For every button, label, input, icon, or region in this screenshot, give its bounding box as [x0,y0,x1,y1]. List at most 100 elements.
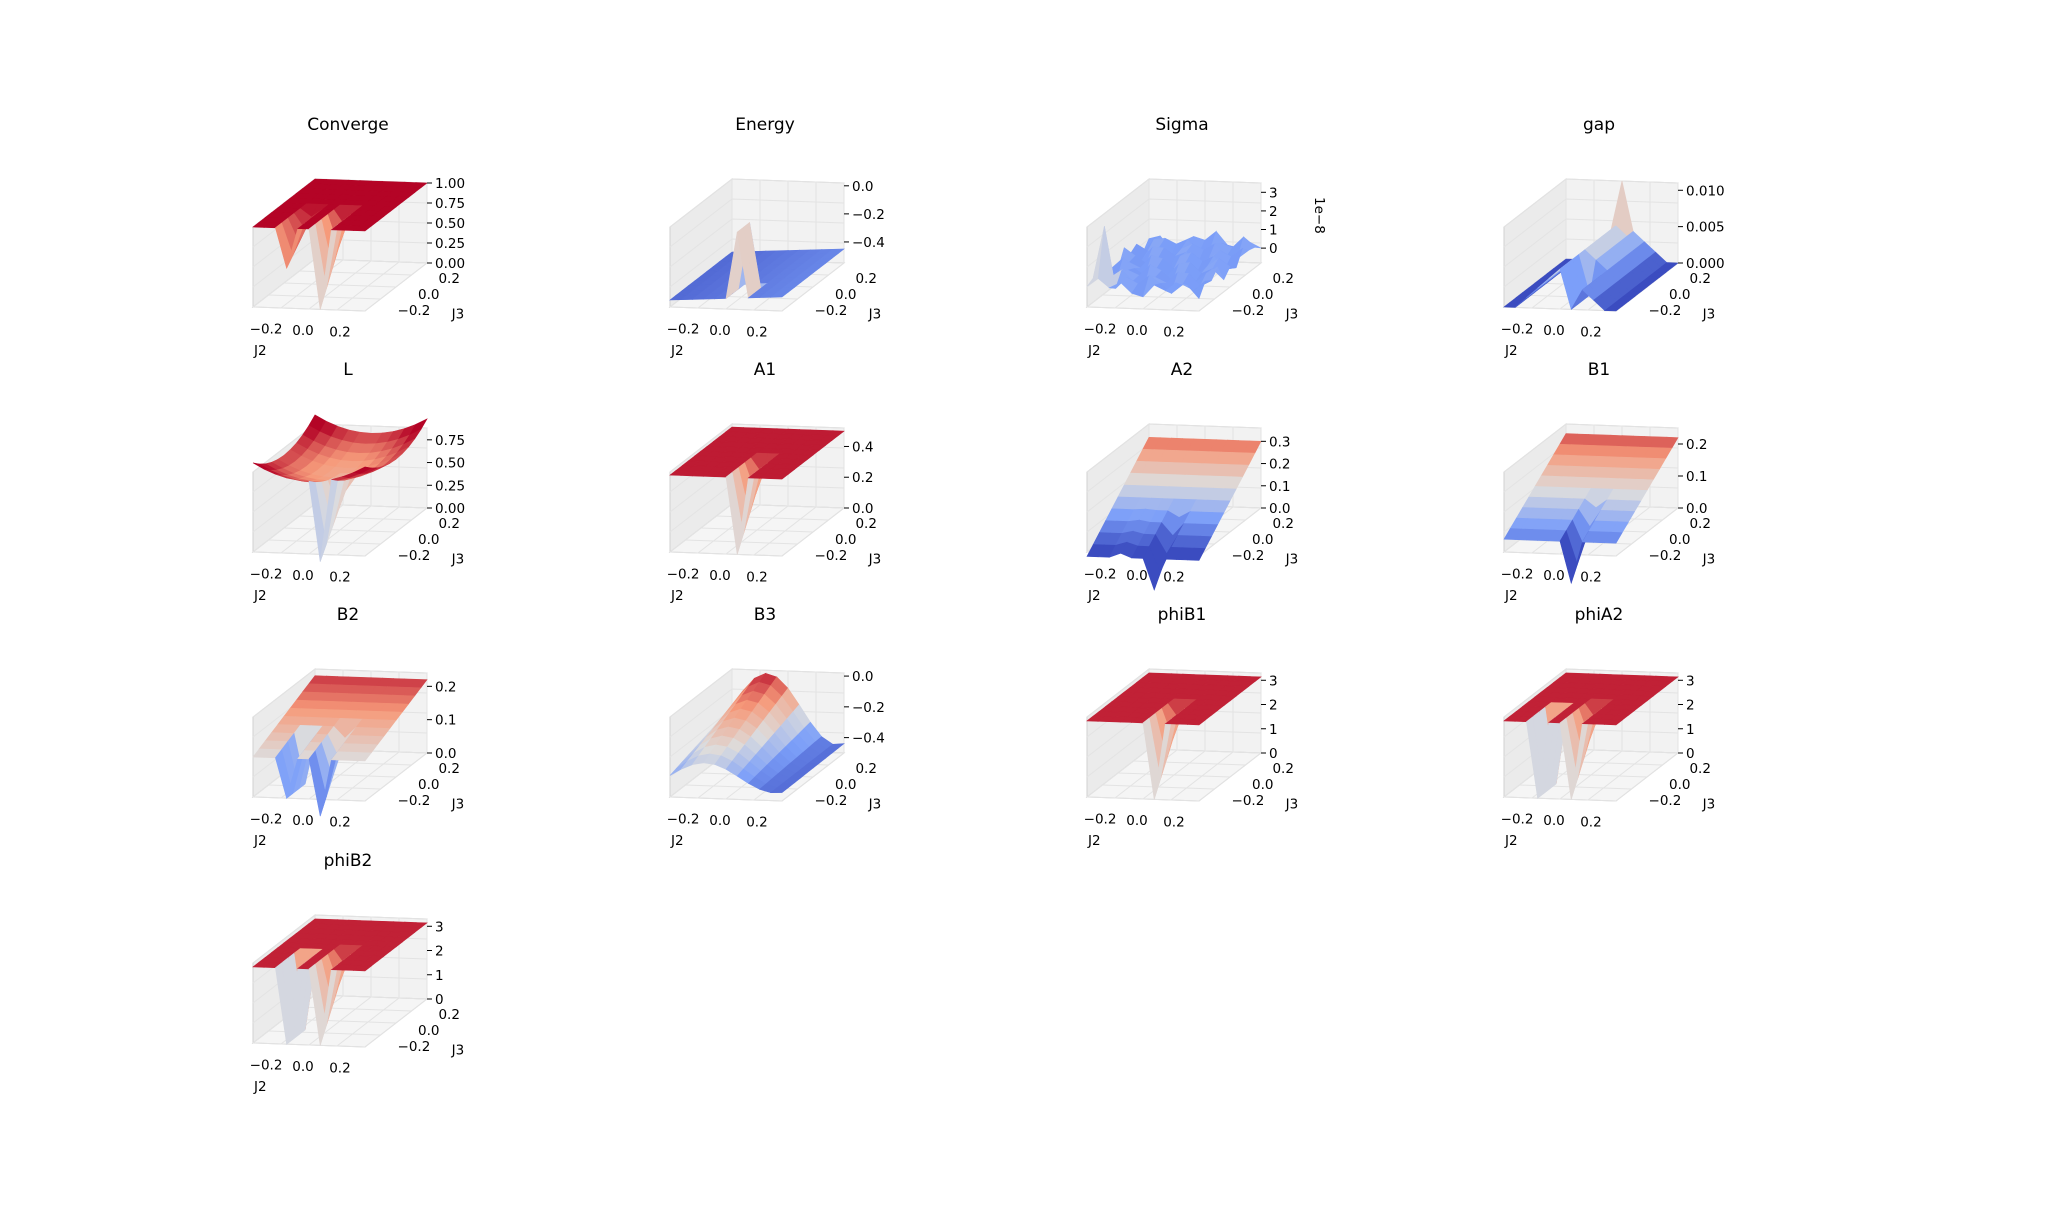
z-tick-label: 0.2 [852,470,873,486]
surface-facet [352,466,373,474]
z-tick-label: 0 [435,992,444,1008]
y-tick-label: 0.0 [1252,287,1273,303]
panel-title: phiA2 [1575,605,1624,625]
y-tick-label: 0.2 [1272,271,1293,287]
panel-title: Sigma [1155,115,1208,135]
y-tick-label: 0.0 [1252,532,1273,548]
surface-mesh [252,414,428,562]
x-tick-label: 0.2 [1580,814,1601,830]
y-tick-label: 0.0 [835,532,856,548]
x-tick-label: 0.2 [1163,814,1184,830]
y-tick-label: 0.0 [835,777,856,793]
y-tick-label: 0.0 [418,532,439,548]
panel-title: A2 [1171,360,1193,380]
x-tick-label: −0.2 [250,322,283,338]
panel-title: A1 [754,360,776,380]
x-tick-label: 0.0 [292,813,313,829]
y-tick-label: 0.2 [1689,271,1710,287]
z-tick-label: −0.4 [852,235,885,251]
gridline [669,423,845,473]
x-tick-label: 0.0 [709,813,730,829]
gridline [669,178,845,228]
surface-mesh [252,675,428,817]
x-axis-label: J2 [1504,588,1518,604]
gridline [669,218,845,268]
x-axis-label: J2 [1504,343,1518,359]
y-axis-label: J3 [1285,552,1299,568]
x-tick-label: 0.2 [746,569,767,585]
surface-facet [769,291,790,298]
y-tick-label: −0.2 [1232,793,1265,809]
x-axis-label: J2 [253,1079,267,1095]
x-tick-label: 0.2 [1580,324,1601,340]
surface-facet [1187,280,1206,300]
z-tick-label: −0.2 [852,700,885,716]
z-tick-label: 0.0 [852,669,873,685]
x-tick-label: −0.2 [1084,322,1117,338]
z-tick-label: 0.010 [1686,183,1725,199]
surface-mesh [669,221,845,301]
x-axis-label: J2 [670,833,684,849]
z-tick-label: 0 [1269,746,1278,762]
x-tick-label: −0.2 [1084,567,1117,583]
y-tick-label: −0.2 [398,548,431,564]
x-axis-label: J2 [670,343,684,359]
y-tick-label: −0.2 [815,548,848,564]
surface-facet [352,225,373,232]
z-tick-label: −0.4 [852,731,885,747]
y-axis-label: J3 [1285,307,1299,323]
y-tick-label: −0.2 [1232,548,1265,564]
y-tick-label: 0.2 [1272,761,1293,777]
surface-mesh [252,178,428,310]
surface-mesh [1503,672,1679,800]
gridline [1086,178,1262,228]
z-tick-label: 0.0 [852,179,873,195]
panel-title: phiB1 [1158,605,1207,625]
y-axis-label: J3 [868,797,882,813]
gridline [1086,668,1262,718]
x-axis-label: J2 [1087,833,1101,849]
gridline [1503,178,1679,228]
surface-facet [1603,305,1624,312]
x-axis-label: J2 [253,343,267,359]
gridline [1117,772,1231,778]
surface-facet [1187,547,1206,561]
y-tick-label: −0.2 [1232,303,1265,319]
x-axis-label: J2 [1087,588,1101,604]
x-tick-label: −0.2 [667,322,700,338]
y-tick-label: −0.2 [1649,793,1682,809]
x-axis-label: J2 [1087,343,1101,359]
y-axis-label: J3 [1702,552,1716,568]
y-axis-label: J3 [868,552,882,568]
z-tick-label: 0.3 [1269,434,1290,450]
gridline [700,527,814,533]
y-tick-label: 0.2 [855,516,876,532]
z-tick-label: 0.25 [435,478,465,494]
x-tick-label: −0.2 [1084,812,1117,828]
x-axis-label: J2 [1504,833,1518,849]
z-tick-label: 3 [435,919,444,935]
gridline [669,668,845,718]
gridline [283,527,397,533]
surface-mesh [1086,672,1262,800]
gridline [669,238,845,288]
z-tick-label: 0.0 [435,746,456,762]
z-tick-label: 0 [1269,241,1278,257]
x-tick-label: 0.0 [292,568,313,584]
surface-mesh [1503,433,1679,585]
gridline [252,668,428,718]
surface-facet [1604,531,1623,544]
x-tick-label: 0.2 [1163,324,1184,340]
x-tick-label: 0.0 [292,1059,313,1075]
x-tick-label: 0.2 [329,1060,350,1076]
z-tick-label: 0 [1686,746,1695,762]
z-offset-text: 1e−8 [1311,197,1327,234]
panel-title: B1 [1588,360,1610,380]
surface-panel: B10.00.10.2−0.2 0.0 0.2J2−0.20.00.2J3 [1501,360,1716,604]
surface-facet [353,752,372,762]
